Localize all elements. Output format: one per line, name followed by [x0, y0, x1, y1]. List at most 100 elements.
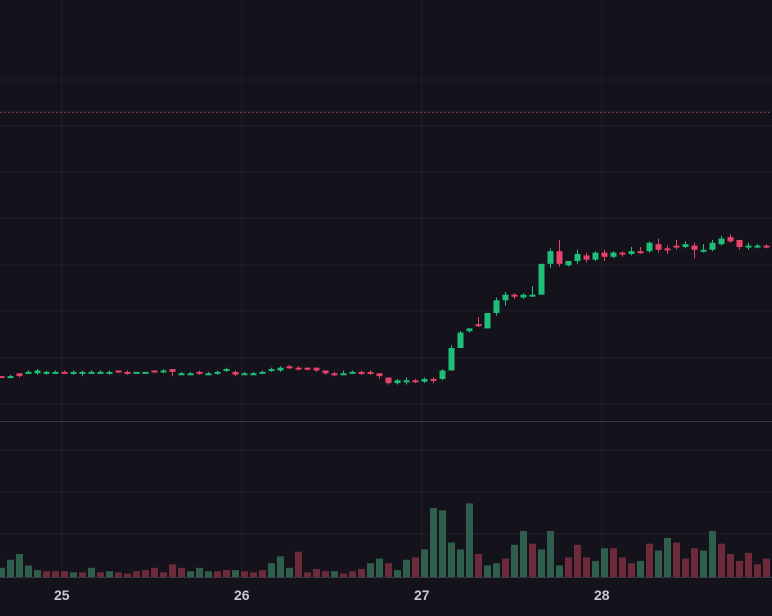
candle — [412, 378, 419, 384]
candle — [709, 239, 716, 252]
candle-body — [736, 239, 743, 247]
candle-body — [7, 376, 14, 379]
volume-bar — [601, 548, 608, 577]
candle-body — [547, 251, 554, 264]
candle-body — [133, 371, 140, 374]
volume-bar — [250, 572, 257, 577]
volume-bar — [673, 542, 680, 577]
candle-body — [700, 249, 707, 252]
candle — [430, 377, 437, 384]
time-axis[interactable]: 25 26 27 28 — [54, 587, 610, 603]
candle — [232, 370, 239, 377]
candle-body — [475, 324, 482, 327]
candle — [403, 377, 410, 385]
candle-body — [511, 294, 518, 297]
candle-body — [214, 371, 221, 374]
candle — [16, 373, 23, 378]
volume-bar — [358, 568, 365, 577]
candle — [475, 317, 482, 327]
candle — [241, 371, 248, 376]
volume-bar — [376, 558, 383, 577]
candle-body — [376, 373, 383, 377]
candle — [637, 246, 644, 255]
volume-bar — [664, 537, 671, 577]
candle-body — [448, 348, 455, 371]
candle-body — [610, 252, 617, 257]
candle-body — [556, 251, 563, 264]
volume-bar — [268, 563, 275, 577]
candle — [259, 370, 266, 374]
volume-bar — [421, 549, 428, 577]
candle — [574, 249, 581, 264]
volume-bar — [25, 565, 32, 577]
volume-bar — [691, 548, 698, 577]
volume-bar — [583, 557, 590, 577]
grid-lines — [0, 0, 772, 577]
volume-bar — [223, 570, 230, 577]
volume-bar — [34, 570, 41, 577]
candle — [349, 370, 356, 374]
candle-body — [385, 377, 392, 384]
candle-body — [484, 312, 491, 329]
volume-bar — [385, 563, 392, 577]
volume-bar — [133, 571, 140, 577]
candle-body — [367, 371, 374, 374]
volume-bar — [0, 567, 5, 577]
volume-bar — [628, 563, 635, 577]
candle-body — [250, 373, 257, 376]
candle-body — [637, 251, 644, 254]
price-candles — [0, 234, 770, 385]
candle — [0, 376, 5, 379]
candle — [421, 377, 428, 384]
candle — [376, 373, 383, 379]
candle — [187, 371, 194, 376]
volume-bar — [286, 567, 293, 577]
candle-body — [565, 261, 572, 266]
candle — [556, 239, 563, 267]
volume-bar — [556, 565, 563, 577]
candle — [610, 251, 617, 259]
candle — [646, 241, 653, 253]
volume-bar — [592, 560, 599, 577]
candle — [142, 371, 149, 374]
candle-body — [277, 367, 284, 371]
candle — [727, 234, 734, 243]
candle — [7, 374, 14, 379]
candle — [223, 367, 230, 372]
candle — [268, 367, 275, 372]
candle — [484, 312, 491, 329]
candle-body — [727, 237, 734, 242]
candle — [529, 286, 536, 297]
candle — [286, 364, 293, 370]
candle-body — [286, 366, 293, 369]
volume-bar — [466, 503, 473, 577]
volume-bar — [457, 549, 464, 577]
volume-bar — [214, 571, 221, 577]
candle-body — [466, 328, 473, 332]
volume-bar — [529, 543, 536, 577]
volume-bar — [574, 544, 581, 577]
x-tick-label: 27 — [414, 587, 430, 603]
candle — [547, 248, 554, 269]
volume-bar — [232, 570, 239, 577]
candle-body — [322, 370, 329, 374]
candle-body — [115, 370, 122, 373]
volume-bar — [106, 571, 113, 577]
candle — [466, 328, 473, 333]
candle-body — [61, 371, 68, 374]
candle-body — [25, 371, 32, 374]
candle-body — [34, 370, 41, 374]
candle-body — [223, 369, 230, 372]
volume-bar — [727, 554, 734, 577]
candle — [124, 370, 131, 375]
candle-body — [97, 371, 104, 374]
candle — [358, 370, 365, 375]
volume-bar — [349, 571, 356, 577]
volume-bar — [610, 548, 617, 577]
candle-body — [457, 332, 464, 349]
candle-body — [313, 367, 320, 371]
candle-body — [331, 373, 338, 376]
volume-bar — [115, 572, 122, 577]
